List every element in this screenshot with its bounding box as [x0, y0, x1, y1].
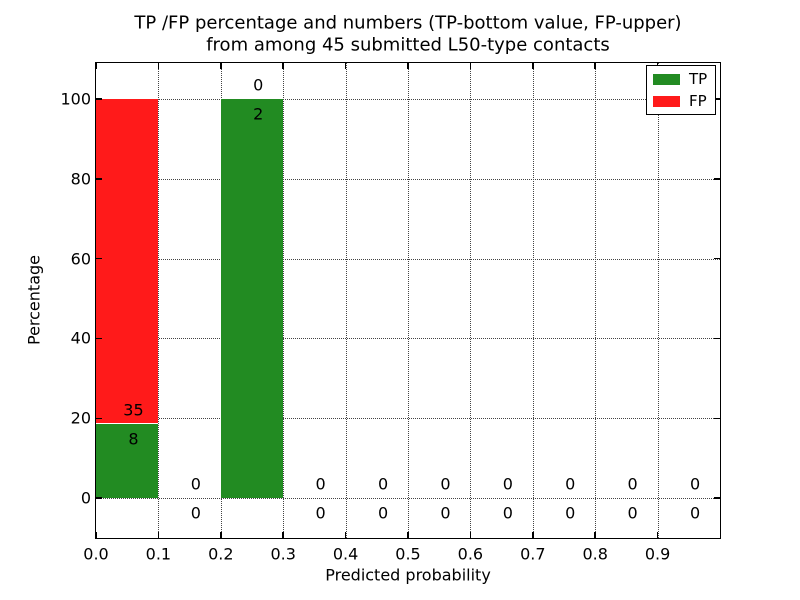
fp-count-label: 0: [689, 474, 701, 494]
bar-segment-tp: [96, 423, 159, 499]
x-tick-bottom: [344, 532, 347, 538]
legend-item: FP: [647, 90, 715, 112]
tp-count-label: 0: [565, 503, 576, 523]
tp-count-label: 0: [502, 503, 513, 523]
x-tick-label: 0.0: [83, 544, 109, 564]
y-tick-label: 0: [80, 488, 91, 508]
y-tick-right: [714, 178, 720, 180]
x-tick-top: [407, 63, 409, 69]
legend-swatch-tp: [653, 73, 680, 85]
y-tick-label: 60: [70, 249, 91, 269]
y-tick-right: [714, 417, 720, 419]
legend-label: FP: [689, 91, 707, 110]
tp-count-label: 8: [128, 429, 139, 449]
x-tick-bottom: [656, 532, 659, 538]
bar-segment-tp: [220, 98, 284, 499]
x-tick-label: 0.9: [644, 544, 671, 564]
x-gridline: [283, 63, 285, 538]
tp-count-label: 0: [377, 503, 389, 523]
tp-count-label: 0: [190, 503, 201, 523]
chart-title-line1: TP /FP percentage and numbers (TP-bottom…: [134, 12, 682, 34]
chart-title-line2: from among 45 submitted L50-type contact…: [206, 34, 610, 56]
x-tick-bottom: [95, 532, 97, 538]
x-tick-bottom: [282, 532, 284, 538]
fp-count-label: 0: [440, 474, 451, 494]
x-tick-label: 0.6: [457, 544, 484, 564]
tp-count-label: 2: [253, 104, 264, 124]
x-tick-label: 0.2: [208, 544, 234, 564]
fp-count-label: 0: [502, 474, 513, 494]
x-tick-top: [282, 63, 284, 69]
x-tick-label: 0.4: [332, 544, 359, 564]
y-tick-label: 40: [70, 328, 91, 348]
tp-count-label: 0: [689, 503, 701, 523]
x-tick-bottom: [407, 532, 409, 538]
x-tick-label: 0.8: [582, 544, 608, 564]
y-tick-left: [96, 257, 102, 260]
y-tick-right: [714, 497, 720, 499]
x-tick-label: 0.7: [520, 544, 546, 564]
tp-count-label: 0: [315, 503, 326, 523]
legend-item: TP: [647, 68, 715, 90]
x-tick-bottom: [469, 532, 472, 538]
x-tick-label: 0.5: [395, 544, 421, 564]
x-tick-bottom: [220, 532, 222, 538]
y-tick-right: [714, 257, 720, 260]
x-tick-top: [95, 63, 97, 69]
fp-count-label: 0: [565, 474, 576, 494]
x-tick-top: [469, 63, 472, 69]
y-tick-left: [96, 497, 102, 499]
bar-segment-fp: [96, 98, 159, 424]
y-tick-left: [96, 98, 102, 100]
x-tick-label: 0.3: [270, 544, 296, 564]
y-tick-left: [96, 417, 102, 419]
fp-count-label: 0: [377, 474, 389, 494]
x-axis-label: Predicted probability: [325, 565, 491, 585]
y-tick-label: 100: [60, 89, 91, 109]
y-tick-right: [714, 337, 720, 340]
y-tick-label: 20: [70, 408, 91, 428]
fp-count-label: 0: [253, 75, 264, 95]
x-tick-bottom: [594, 532, 596, 538]
fp-count-label: 35: [123, 400, 144, 420]
fp-count-label: 0: [315, 474, 326, 494]
fp-count-label: 0: [190, 474, 201, 494]
tp-count-label: 0: [440, 503, 451, 523]
legend-label: TP: [689, 69, 708, 88]
x-tick-top: [344, 63, 347, 69]
x-tick-top: [532, 63, 534, 69]
x-tick-label: 0.1: [145, 544, 172, 564]
legend-swatch-fp: [653, 95, 680, 107]
x-tick-top: [594, 63, 596, 69]
x-gridline: [158, 63, 160, 538]
y-tick-left: [96, 178, 102, 180]
fp-count-label: 0: [627, 474, 638, 494]
x-gridline: [470, 63, 472, 538]
x-tick-bottom: [532, 532, 534, 538]
tp-count-label: 0: [627, 503, 638, 523]
y-tick-left: [96, 337, 102, 340]
y-tick-right: [714, 98, 720, 100]
legend: TP FP: [646, 65, 716, 115]
x-tick-bottom: [157, 532, 160, 538]
plot-area: [95, 62, 721, 539]
x-gridline: [532, 63, 534, 538]
y-tick-label: 80: [70, 169, 91, 189]
x-gridline: [595, 63, 597, 538]
x-tick-top: [157, 63, 160, 69]
y-axis-label: Percentage: [24, 254, 44, 346]
x-tick-top: [220, 63, 222, 69]
x-gridline: [345, 63, 347, 538]
x-gridline: [408, 63, 409, 538]
x-gridline: [657, 63, 659, 538]
